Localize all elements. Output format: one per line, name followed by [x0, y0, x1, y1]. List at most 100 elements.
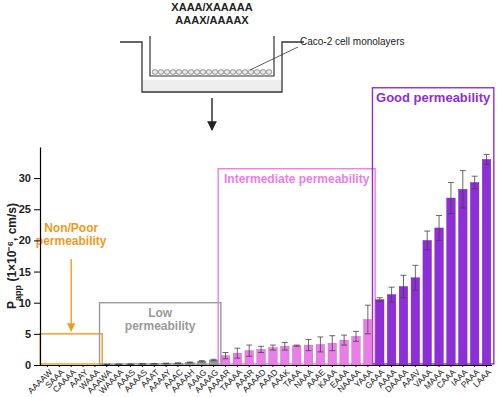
x-tick-mark — [237, 365, 238, 367]
y-tick: 25 — [19, 203, 40, 215]
x-tick-mark — [142, 365, 143, 367]
x-tick-mark — [439, 365, 440, 367]
y-tick: 30 — [19, 172, 40, 184]
bar — [150, 364, 159, 365]
x-tick-mark — [130, 365, 131, 367]
y-tick-mark — [34, 209, 40, 210]
bar — [162, 363, 171, 365]
y-tick: 20 — [19, 234, 40, 246]
x-tick-mark — [356, 365, 357, 367]
x-tick-mark — [272, 365, 273, 367]
compound-label: AAAX/AAAAX — [175, 14, 249, 26]
x-tick-mark — [486, 365, 487, 367]
cell — [254, 70, 260, 75]
cell — [230, 70, 236, 75]
error-bar — [317, 337, 323, 352]
y-axis-line — [40, 147, 41, 365]
x-tick-mark — [450, 365, 451, 367]
error-bar — [294, 345, 300, 346]
error-bar — [412, 265, 418, 290]
error-bar — [365, 305, 371, 334]
cell — [242, 70, 248, 75]
error-bar — [484, 154, 490, 164]
x-axis: AAAAWSAAACAAAAAAAYWAAAAAAWAWAAAAAAASAAAA… — [26, 365, 494, 396]
bar — [423, 240, 432, 365]
cell — [152, 70, 158, 75]
error-bar — [258, 346, 264, 352]
y-axis-title-main: P — [5, 301, 19, 309]
x-tick-mark — [332, 365, 333, 367]
error-bar — [175, 362, 181, 364]
x-tick-mark — [201, 365, 202, 367]
y-tick-mark — [34, 365, 40, 366]
bar — [292, 346, 301, 365]
cell — [224, 70, 230, 75]
error-bar — [353, 331, 359, 341]
bar — [103, 364, 112, 365]
x-tick-mark — [284, 365, 285, 367]
bar — [399, 287, 408, 365]
error-bar — [234, 348, 240, 358]
group-label: Low — [148, 306, 173, 320]
bar — [375, 300, 384, 365]
error-bar — [282, 343, 288, 350]
error-bar — [424, 231, 430, 250]
x-tick-mark — [415, 365, 416, 367]
bar — [174, 363, 183, 365]
cell — [260, 70, 266, 75]
cell — [188, 70, 194, 75]
x-tick-mark — [154, 365, 155, 367]
bar — [470, 182, 479, 365]
x-tick-mark — [59, 365, 60, 367]
diagram-label: Caco-2 cell monolayers — [300, 36, 405, 47]
x-tick-mark — [177, 365, 178, 367]
bar — [459, 189, 468, 365]
y-tick: 15 — [19, 266, 40, 278]
error-bar — [448, 182, 454, 213]
bar — [138, 364, 147, 365]
cell — [212, 70, 218, 75]
cell — [194, 70, 200, 75]
x-tick-mark — [391, 365, 392, 367]
x-tick-mark — [379, 365, 380, 367]
bar — [447, 198, 456, 365]
bar — [411, 278, 420, 365]
cell — [236, 70, 242, 75]
x-tick-mark — [367, 365, 368, 367]
cell — [248, 70, 254, 75]
bar — [186, 363, 195, 365]
x-tick-mark — [296, 365, 297, 367]
cell — [176, 70, 182, 75]
x-tick-mark — [344, 365, 345, 367]
cell — [218, 70, 224, 75]
y-tick-mark — [34, 303, 40, 304]
x-tick-mark — [308, 365, 309, 367]
group-label: permeability — [36, 234, 107, 248]
bar — [482, 159, 491, 365]
error-bar — [222, 353, 228, 359]
x-tick-mark — [261, 365, 262, 367]
error-bar — [400, 275, 406, 297]
bar — [114, 364, 123, 365]
x-tick-mark — [225, 365, 226, 367]
x-tick-mark — [94, 365, 95, 367]
x-tick-mark — [427, 365, 428, 367]
x-tick-label: LAAA — [471, 367, 494, 390]
cell — [266, 70, 272, 75]
error-bar — [306, 339, 312, 350]
x-tick-mark — [71, 365, 72, 367]
group-label: Non/Poor — [44, 221, 98, 235]
bar — [435, 228, 444, 365]
x-tick-mark — [83, 365, 84, 367]
y-tick-mark — [34, 240, 40, 241]
error-bar — [211, 359, 217, 360]
error-bar — [187, 362, 193, 364]
group-arrow — [70, 259, 71, 331]
compound-label: XAAA/XAAAAA — [171, 1, 252, 13]
bar — [387, 295, 396, 365]
bar — [197, 361, 206, 365]
x-tick-mark — [106, 365, 107, 367]
error-bar — [199, 361, 205, 362]
y-axis-title: Papp (1×10⁻⁶, cm/s) — [5, 203, 23, 309]
group-box — [40, 334, 102, 364]
